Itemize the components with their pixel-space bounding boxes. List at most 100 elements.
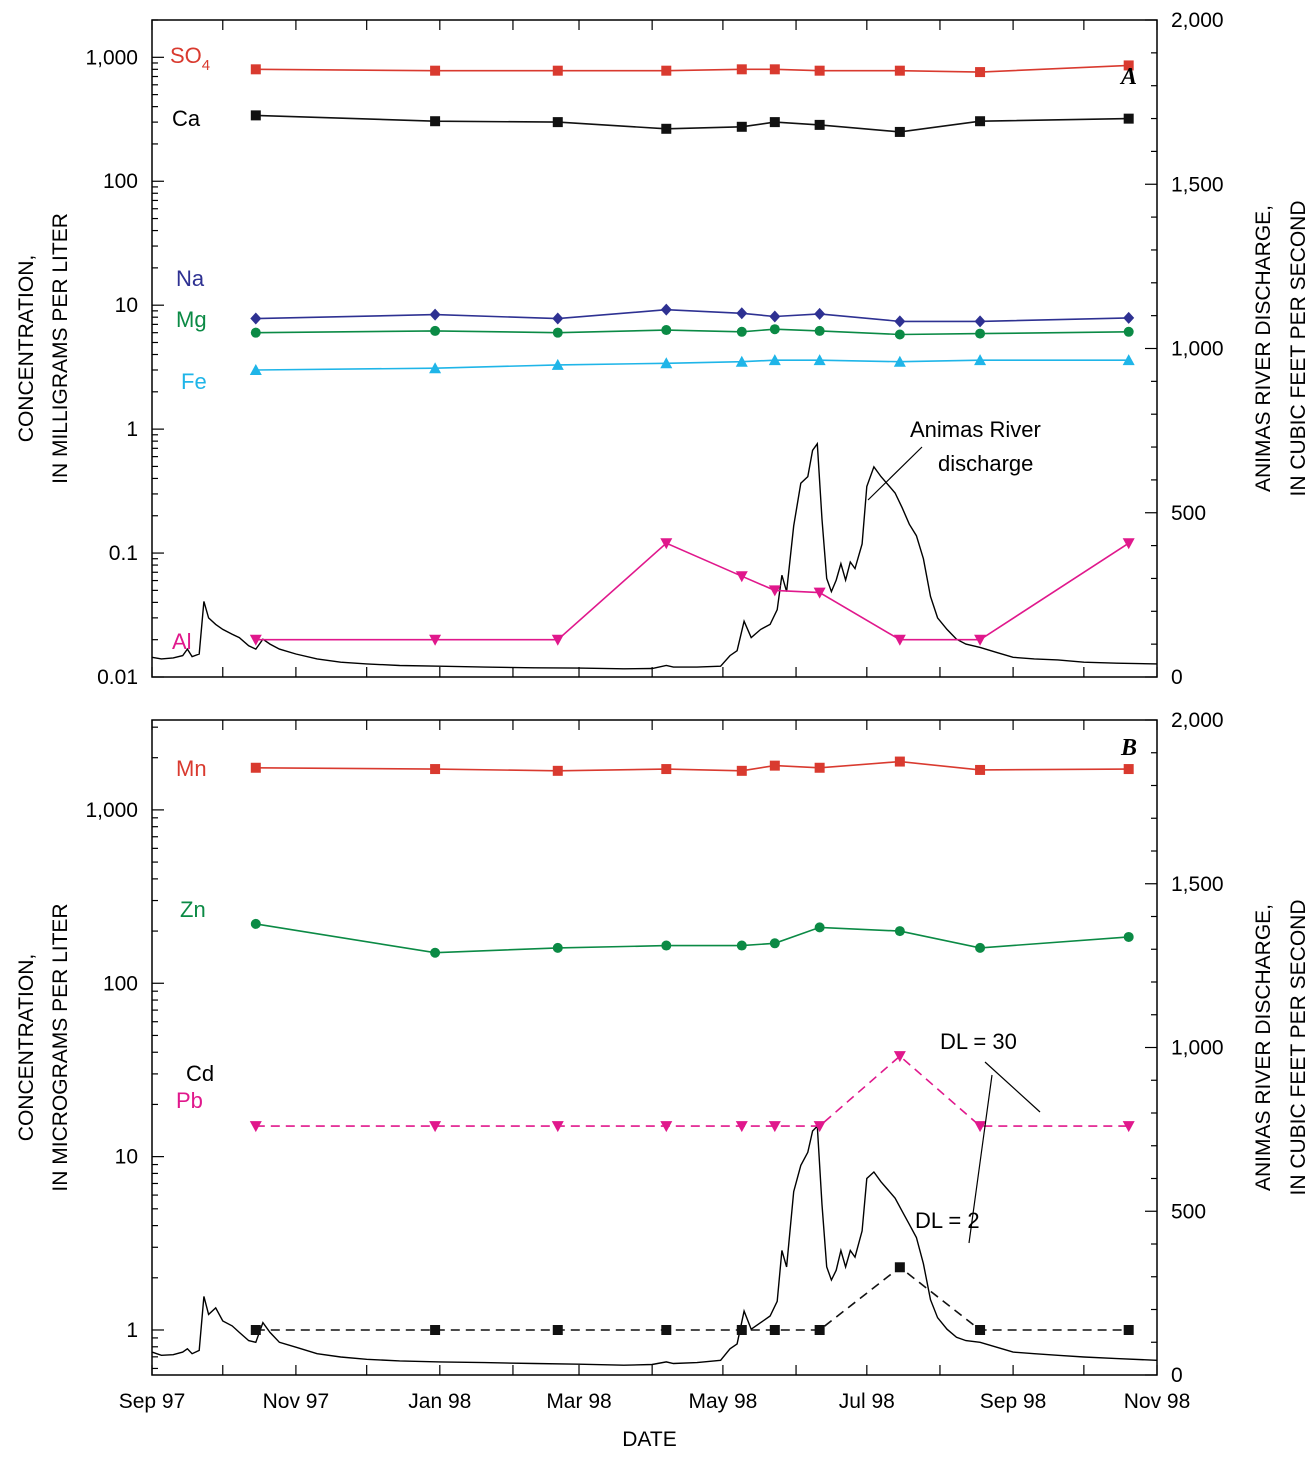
data-point [552, 327, 563, 338]
x-tick-label: Nov 98 [1124, 1390, 1191, 1413]
detection-limit-annotation: DL = 2 [915, 1208, 980, 1233]
data-point [429, 308, 441, 321]
panel-letter: B [1120, 735, 1137, 761]
data-point [552, 942, 563, 953]
series-line [255, 328, 1129, 336]
data-point [430, 1324, 441, 1335]
annotation-leader [867, 446, 923, 501]
data-point [735, 571, 748, 583]
y2-axis-label: IN CUBIC FEET PER SECOND [1287, 900, 1310, 1196]
data-point [552, 765, 563, 776]
y-tick-label: 100 [103, 972, 138, 995]
y-axis-label: CONCENTRATION, [15, 954, 38, 1141]
data-point [1123, 113, 1134, 124]
data-point [250, 110, 261, 121]
data-point [661, 65, 672, 76]
y-tick-label: 10 [115, 1146, 138, 1169]
data-point [974, 634, 987, 646]
x-tick-label: Nov 97 [263, 1390, 330, 1413]
y-tick-label: 0.01 [97, 666, 138, 689]
data-point [893, 1051, 906, 1063]
data-point [813, 1121, 826, 1133]
data-point [769, 324, 780, 335]
data-point [814, 922, 825, 933]
series-label: Cd [186, 1061, 214, 1086]
y-tick-label: 1 [126, 1319, 138, 1342]
data-point [813, 587, 826, 599]
data-point [894, 126, 905, 137]
data-point [974, 315, 986, 328]
data-point [552, 312, 564, 325]
y-tick-label: 10 [115, 294, 138, 317]
data-point [894, 756, 905, 767]
data-point [814, 762, 825, 773]
data-point [894, 65, 905, 76]
data-point [768, 1121, 781, 1133]
panel-B: 1 10 100 1,000 0 500 1,000 1,500 2,000 Sep 97 Nov … [15, 709, 1310, 1451]
panel-A: 0.01 0.1 1 10 100 1,000 0 500 1,000 1,500 2,000 CON… [15, 9, 1310, 689]
data-point [661, 1324, 672, 1335]
data-point [430, 325, 441, 336]
data-point [814, 307, 826, 320]
annotation-leader [984, 1061, 1041, 1113]
series-line [255, 760, 1129, 772]
data-point [552, 1324, 563, 1335]
data-point [814, 65, 825, 76]
series-line [255, 114, 1129, 133]
data-point [736, 326, 747, 337]
y2-axis-label: IN CUBIC FEET PER SECOND [1287, 201, 1310, 497]
data-point [660, 357, 673, 369]
x-tick-label: Sep 98 [980, 1390, 1047, 1413]
data-point [769, 117, 780, 128]
data-point [249, 1121, 262, 1133]
data-point [430, 764, 441, 775]
series-fe [249, 354, 1135, 375]
data-point [430, 65, 441, 76]
data-point [814, 1324, 825, 1335]
data-point [660, 538, 673, 550]
y2-tick-label: 500 [1171, 1200, 1206, 1223]
data-point [661, 325, 672, 336]
data-point [894, 329, 905, 340]
y-tick-label: 1 [126, 418, 138, 441]
series-label: Na [176, 266, 205, 291]
y2-tick-label: 1,000 [1171, 338, 1224, 361]
series-label: SO4 [170, 43, 210, 74]
data-point [893, 355, 906, 367]
data-point [736, 307, 748, 320]
data-point [429, 362, 442, 374]
series-line [255, 359, 1129, 371]
series-pb [249, 1051, 1135, 1133]
data-point [551, 1121, 564, 1133]
data-point [769, 310, 781, 323]
y2-tick-label: 500 [1171, 502, 1206, 525]
y-axis-label: IN MILLIGRAMS PER LITER [49, 213, 72, 484]
series-label: Mg [176, 307, 207, 332]
y2-axis-label: ANIMAS RIVER DISCHARGE, [1252, 904, 1275, 1191]
data-point [813, 354, 826, 366]
data-point [1123, 311, 1135, 324]
discharge-line [151, 441, 1158, 670]
x-tick-label: Mar 98 [546, 1390, 611, 1413]
data-point [975, 116, 986, 127]
x-tick-label: Jul 98 [839, 1390, 895, 1413]
plot-frame [151, 19, 1158, 678]
data-point [429, 634, 442, 646]
x-axis-label: DATE [622, 1428, 676, 1451]
data-point [1122, 1121, 1135, 1133]
data-point [768, 585, 781, 597]
discharge-annotation: discharge [938, 451, 1033, 476]
series-label: Al [172, 629, 192, 654]
data-point [1123, 1324, 1134, 1335]
data-point [1123, 931, 1134, 942]
detection-limit-annotation: DL = 30 [940, 1029, 1017, 1054]
data-point [975, 67, 986, 78]
data-point [250, 918, 261, 929]
y2-tick-label: 2,000 [1171, 9, 1224, 32]
y-tick-label: 0.1 [109, 542, 138, 565]
y2-tick-label: 2,000 [1171, 709, 1224, 732]
series-line [255, 308, 1129, 323]
data-point [894, 926, 905, 937]
y2-tick-label: 0 [1171, 1364, 1183, 1387]
